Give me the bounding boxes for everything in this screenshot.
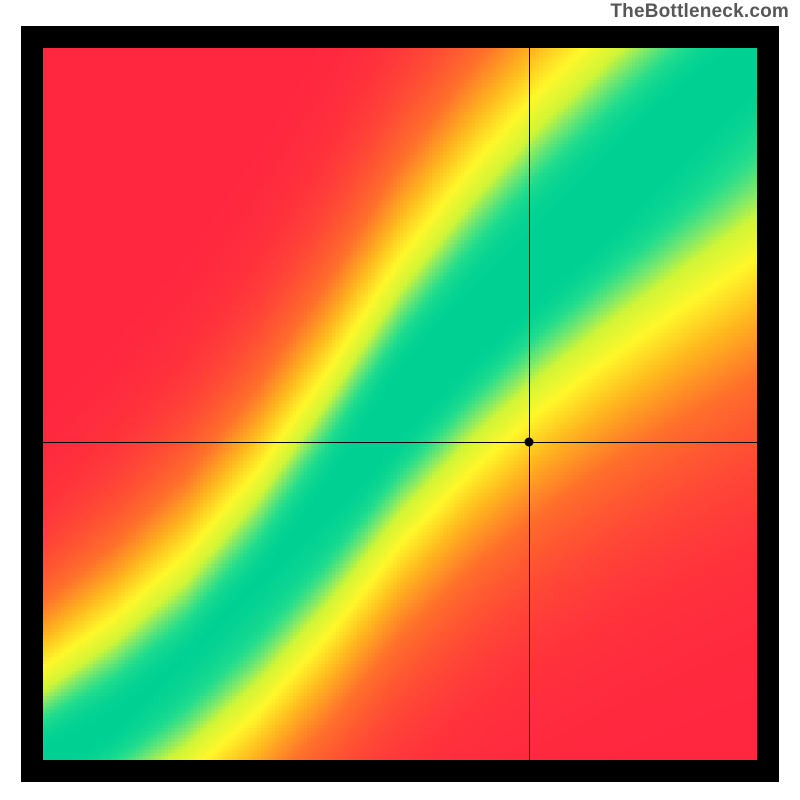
plot-frame <box>21 26 779 782</box>
watermark: TheBottleneck.com <box>610 1 789 23</box>
crosshair-horizontal <box>43 442 757 443</box>
crosshair-marker-dot <box>524 437 533 446</box>
crosshair-vertical <box>529 48 530 760</box>
root-container: TheBottleneck.com <box>0 0 800 800</box>
heatmap-canvas <box>43 48 757 760</box>
